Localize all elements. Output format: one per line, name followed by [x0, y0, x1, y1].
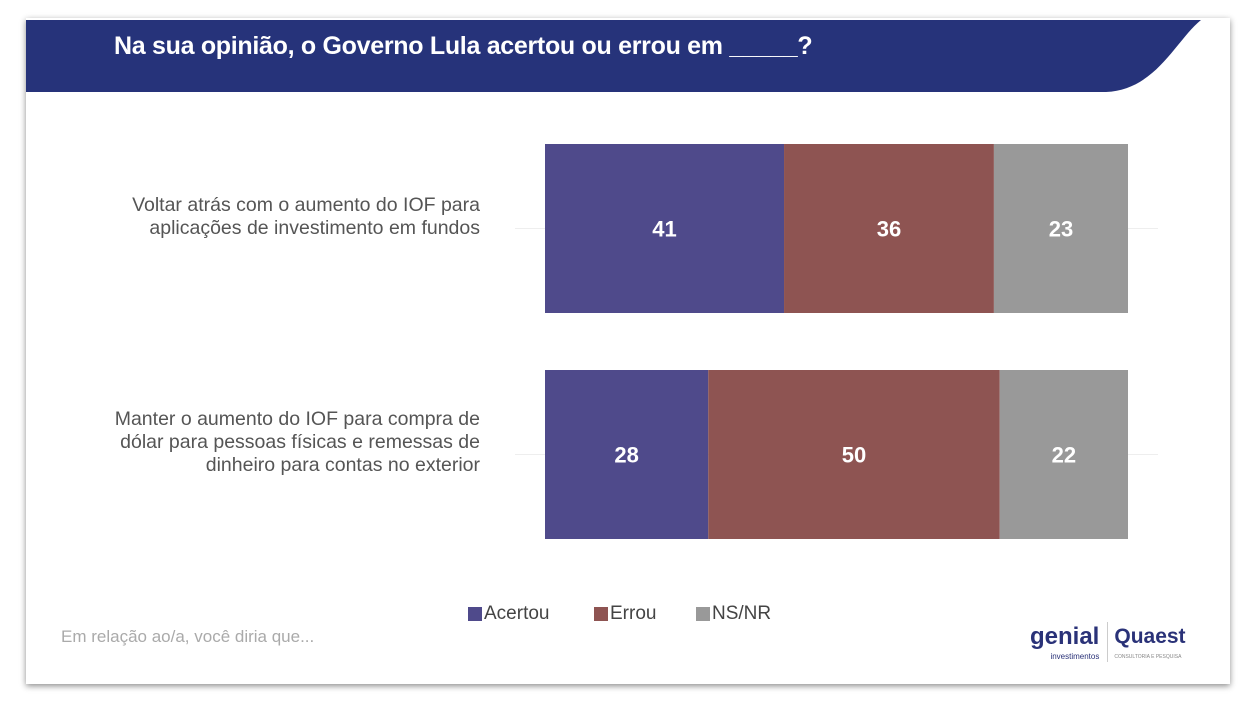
bar-acertou: [545, 144, 785, 313]
legend-label: Errou: [610, 603, 657, 624]
page-title: Na sua opinião, o Governo Lula acertou o…: [114, 32, 813, 60]
legend-swatch: [696, 607, 710, 621]
bar-acertou: [545, 370, 709, 539]
quaest-subtitle: CONSULTORIA E PESQUISA: [1114, 654, 1182, 660]
genial-logo: genial investimentos: [1030, 622, 1109, 662]
quaest-logo: Quaest CONSULTORIA E PESQUISA: [1108, 622, 1185, 662]
legend-swatch: [468, 607, 482, 621]
bar-errou: [708, 370, 1000, 539]
data-label: 36: [877, 217, 901, 242]
legend-label: Acertou: [484, 603, 550, 624]
data-label: 28: [614, 443, 638, 468]
bar-nsnr: [993, 144, 1128, 313]
legend-item: Errou: [594, 603, 656, 625]
bar-errou: [784, 144, 994, 313]
category-label: Voltar atrás com o aumento do IOF para a…: [132, 194, 480, 239]
data-label: 41: [652, 217, 676, 242]
legend-item: NS/NR: [696, 603, 771, 625]
legend-item: Acertou: [468, 603, 549, 625]
legend-swatch: [594, 607, 608, 621]
slide: [26, 18, 1230, 684]
data-label: 50: [842, 443, 866, 468]
genial-subtitle: investimentos: [1050, 652, 1100, 661]
quaest-wordmark: Quaest: [1114, 625, 1186, 648]
legend-label: NS/NR: [712, 603, 772, 624]
genial-wordmark: genial: [1030, 623, 1100, 650]
data-label: 22: [1052, 443, 1076, 468]
logos: genial investimentos Quaest CONSULTORIA E …: [1030, 622, 1186, 662]
header-banner: [26, 20, 1201, 92]
data-label: 23: [1049, 217, 1073, 242]
bar-nsnr: [999, 370, 1128, 539]
category-label: Manter o aumento do IOF para compra de d…: [114, 408, 480, 476]
footnote: Em relação ao/a, você diria que...: [61, 627, 315, 646]
